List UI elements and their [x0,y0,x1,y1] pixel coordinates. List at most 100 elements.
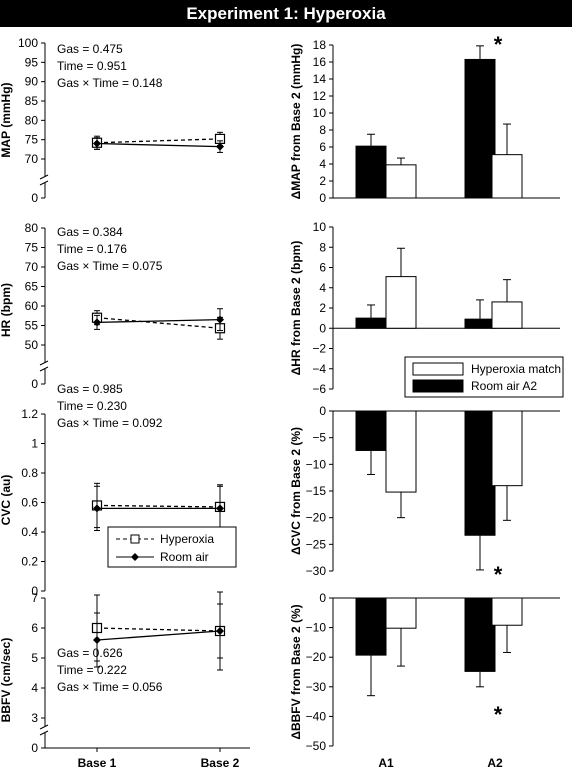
y-tick-label: 0 [319,191,326,205]
stats-text: Gas × Time = 0.056 [57,680,163,694]
y-tick-label: −4 [312,362,326,376]
legend-marker-hyperoxia [130,534,140,544]
data-point-room-air [93,504,101,513]
y-tick-label: 12 [313,89,327,103]
y-tick-label: −5 [312,431,326,445]
stats-text: Gas = 0.626 [57,646,123,660]
y-tick-label: 6 [319,261,326,275]
data-point-room-air [93,636,101,644]
bar-room-air-a2 [355,597,387,656]
axis-break-gap [41,727,49,733]
y-tick-label: 0.2 [21,555,38,569]
bar-hyperoxia-match [385,597,417,629]
y-tick-label: −20 [306,650,327,664]
bar-room-air-a2 [464,318,496,329]
y-tick-label: 14 [313,72,327,86]
y-tick-label: −30 [306,564,327,578]
y-axis-label: ΔHR from Base 2 (bpm) [289,241,303,376]
significance-star: * [494,702,503,727]
y-tick-label: 7 [31,591,38,605]
axis-break-mark [39,730,49,736]
y-tick-label: −10 [306,457,327,471]
stats-text: Gas = 0.985 [57,382,123,396]
y-tick-label: 0.6 [21,496,38,510]
legend-label: Hyperoxia [160,532,214,546]
series-line-room-air [96,630,221,641]
stats-text: Gas = 0.475 [57,42,123,56]
bar-room-air-a2 [464,597,496,672]
data-point-room-air [216,142,224,151]
axis-break-mark [39,174,49,180]
significance-star: * [494,32,503,57]
data-point-room-air [216,504,224,513]
legend-label: Room air [160,550,209,564]
y-tick-label: 80 [25,113,39,127]
legend-swatch-room-air-a2 [412,379,464,393]
y-axis-label: MAP (mmHg) [0,82,13,157]
bar-room-air-a2 [355,317,387,329]
stats-text: Time = 0.176 [57,242,127,256]
y-axis-label: CVC (au) [0,475,13,526]
y-tick-label: 10 [313,106,327,120]
y-tick-label: 55 [25,319,39,333]
figure-title: Experiment 1: Hyperoxia [0,0,572,27]
stats-text: Gas × Time = 0.075 [57,259,163,273]
y-tick-label: 4 [319,157,326,171]
stats-text: Time = 0.951 [57,59,127,73]
stats-text: Gas × Time = 0.148 [57,76,163,90]
y-tick-label: 6 [319,140,326,154]
y-tick-label: 85 [25,94,39,108]
y-tick-label: 4 [319,281,326,295]
y-tick-label: 70 [25,260,39,274]
axis-break-mark [39,180,49,186]
significance-star: * [494,562,503,587]
axis-break-mark [39,724,49,730]
y-tick-label: −40 [306,709,327,723]
y-tick-label: −50 [306,739,327,753]
axis-break-gap [41,363,49,369]
series-line-room-air [96,142,221,148]
y-axis-label: ΔMAP from Base 2 (mmHg) [289,44,303,200]
y-tick-label: −2 [312,342,326,356]
data-point-room-air [93,318,101,327]
bar-room-air-a2 [355,410,387,451]
y-tick-label: 16 [313,55,327,69]
axis-break-mark [39,366,49,372]
legend-label: Hyperoxia match [471,362,561,376]
y-tick-label: 0 [319,321,326,335]
y-tick-label: −6 [312,382,326,396]
y-axis-label: ΔBBFV from Base 2 (%) [289,604,303,739]
bar-room-air-a2 [464,410,496,536]
y-tick-label: 75 [25,133,39,147]
stats-text: Gas × Time = 0.092 [57,416,163,430]
bar-hyperoxia-match [385,410,417,493]
y-axis-label: BBFV (cm/sec) [0,638,13,723]
y-axis-label: HR (bpm) [0,283,13,337]
bar-hyperoxia-match [491,301,523,329]
x-tick-label: Base 1 [78,756,117,768]
y-tick-label: 95 [25,55,39,69]
y-tick-label: 0 [319,404,326,418]
y-tick-label: 0.8 [21,466,38,480]
y-tick-label: 0 [319,591,326,605]
y-tick-label: 2 [319,174,326,188]
y-tick-label: 60 [25,299,39,313]
bar-room-air-a2 [355,145,387,199]
y-tick-label: 0 [31,377,38,391]
series-line-hyperoxia [96,138,221,144]
bar-hyperoxia-match [385,164,417,199]
stats-text: Time = 0.230 [57,399,127,413]
y-tick-label: −20 [306,511,327,525]
series-line-hyperoxia [96,627,221,632]
y-tick-label: −30 [306,680,327,694]
y-tick-label: 65 [25,280,39,294]
y-tick-label: 2 [319,301,326,315]
y-tick-label: 80 [25,221,39,235]
y-tick-label: 5 [31,651,38,665]
legend-label: Room air A2 [471,379,537,393]
axis-break-mark [39,360,49,366]
y-tick-label: −15 [306,484,327,498]
bar-room-air-a2 [464,58,496,199]
axis-break-gap [41,177,49,183]
